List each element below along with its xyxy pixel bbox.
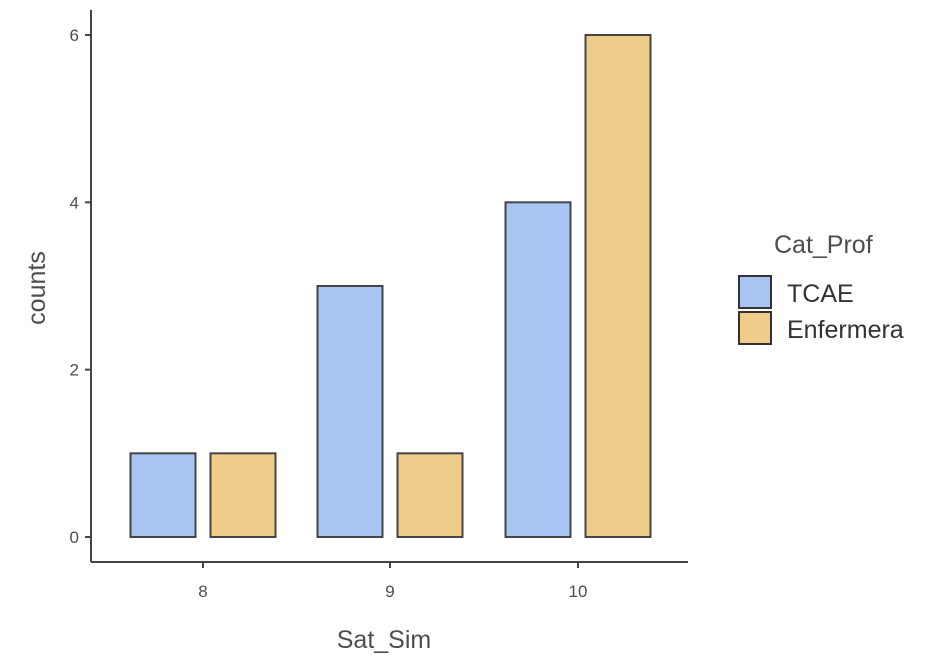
x-axis-title: Sat_Sim (337, 626, 431, 654)
legend-swatch-tcae (738, 275, 772, 309)
legend-title: Cat_Prof (774, 231, 873, 259)
bar-enfermera-10 (584, 33, 652, 538)
x-tick-label: 10 (569, 582, 588, 601)
bar-enfermera-8 (209, 452, 277, 538)
bars (129, 33, 652, 538)
y-tick-label: 0 (70, 528, 79, 547)
y-tick-label: 6 (70, 26, 79, 45)
y-axis-title: counts (23, 251, 51, 325)
x-tick-label: 9 (385, 582, 394, 601)
y-tick-label: 4 (70, 193, 79, 212)
x-tick-label: 8 (198, 582, 207, 601)
bar-enfermera-9 (396, 452, 464, 538)
bar-tcae-8 (129, 452, 197, 538)
bar-tcae-10 (504, 201, 572, 538)
x-axis-ticks: 8 9 10 (198, 562, 587, 601)
bar-tcae-9 (316, 284, 384, 538)
y-tick-label: 2 (70, 361, 79, 380)
legend-label-tcae: TCAE (787, 280, 854, 308)
legend-label-enfermera: Enfermera (787, 316, 904, 344)
legend: Cat_Prof TCAE Enfermera (738, 231, 904, 345)
y-axis-ticks: 0 2 4 6 (70, 26, 91, 547)
legend-swatch-enfermera (738, 311, 772, 345)
